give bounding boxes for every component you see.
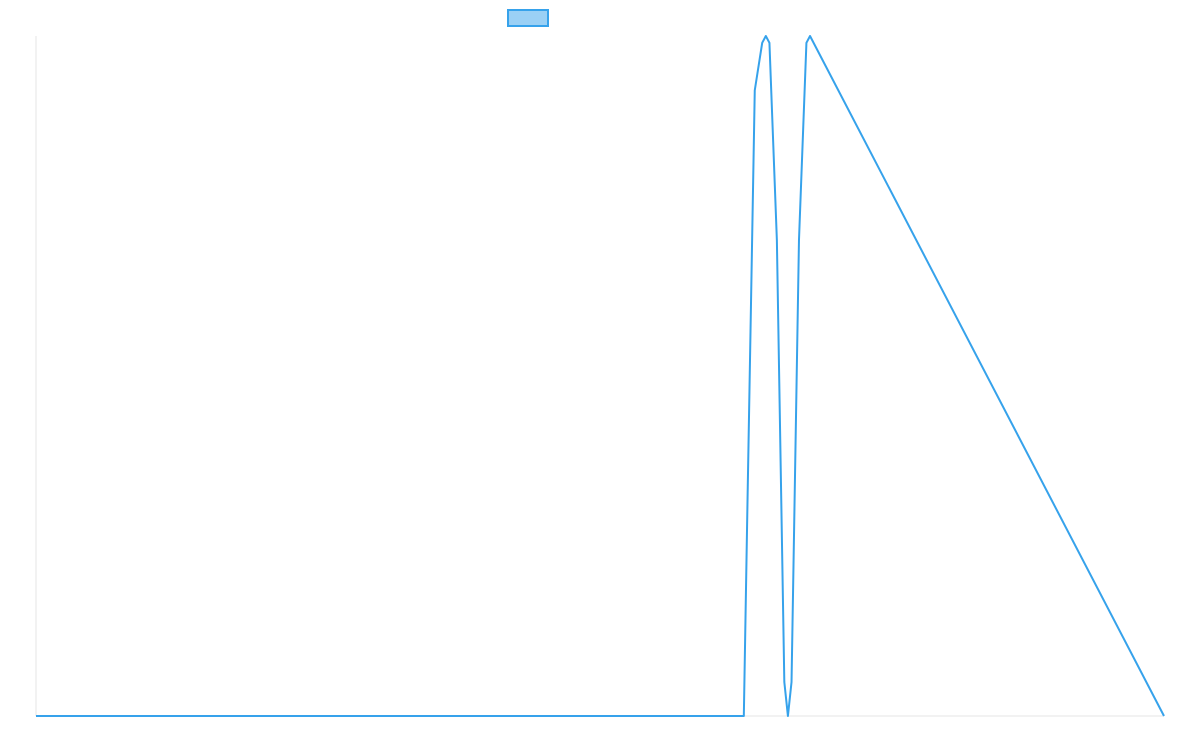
series-line-0 [36, 35, 1165, 717]
series-layer [36, 35, 1165, 717]
legend[interactable] [507, 9, 549, 27]
legend-swatch[interactable] [507, 9, 549, 27]
